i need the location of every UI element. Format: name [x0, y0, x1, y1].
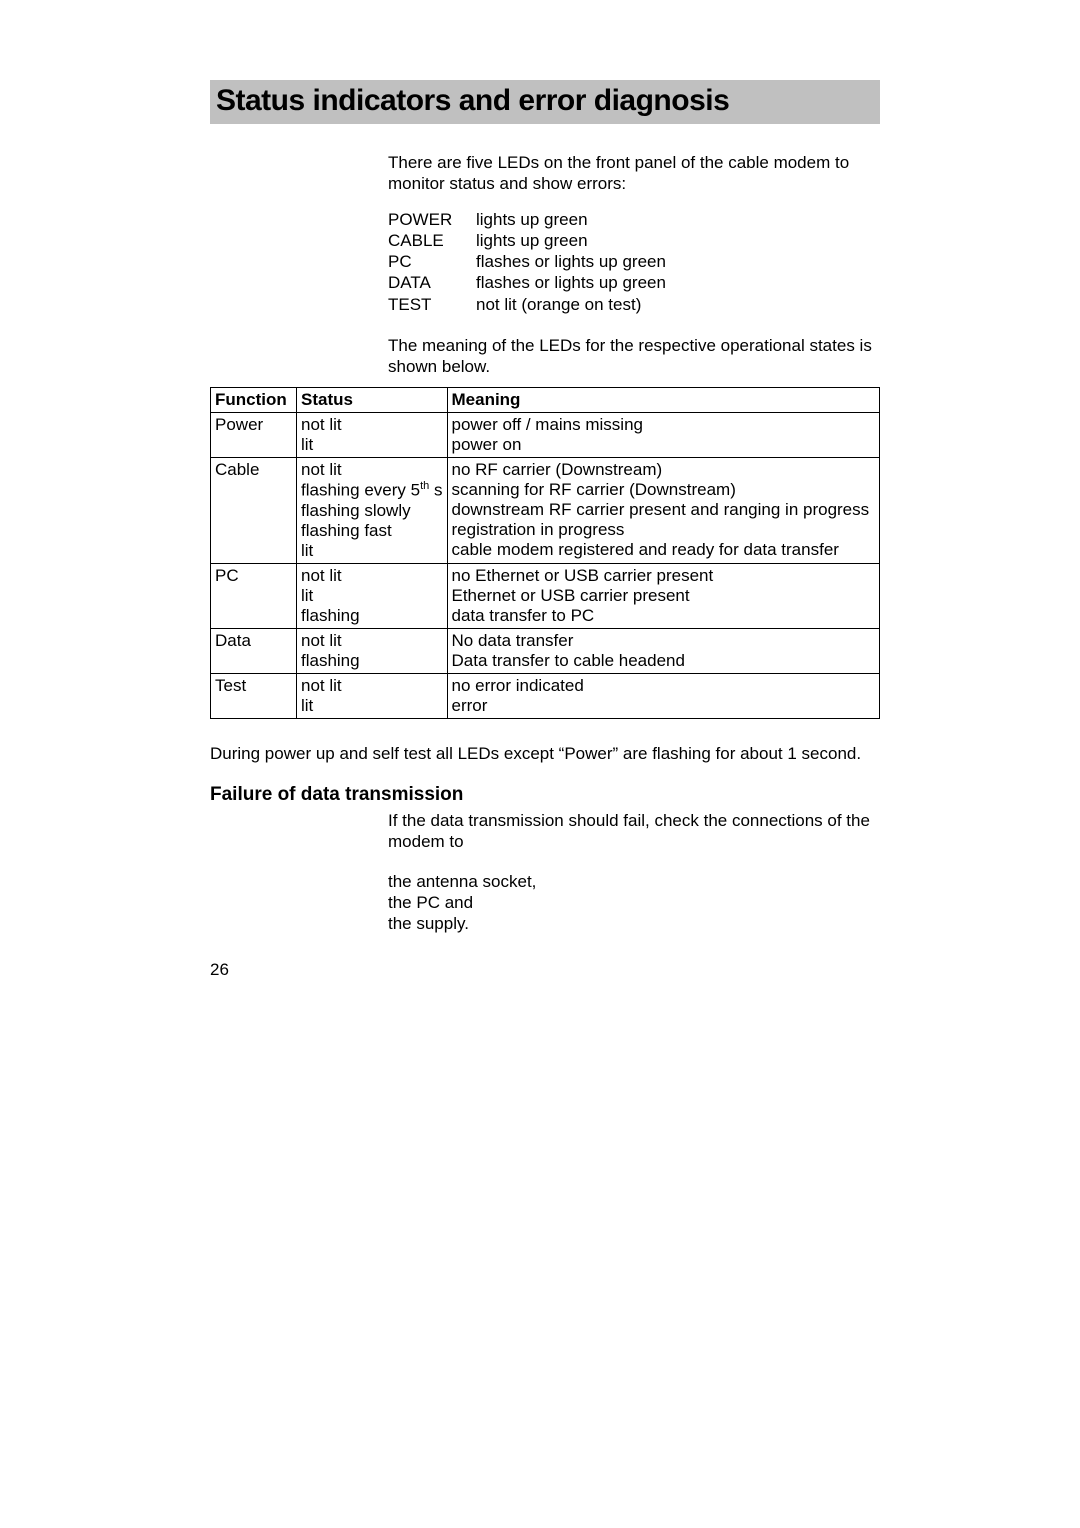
meaning-line: registration in progress [452, 520, 876, 540]
page-heading: Status indicators and error diagnosis [216, 84, 874, 118]
led-desc: lights up green [476, 209, 588, 230]
cell-status: not litlit [297, 413, 448, 458]
status-table: Function Status Meaning Powernot litlitp… [210, 387, 880, 719]
led-row: DATAflashes or lights up green [388, 272, 880, 293]
meaning-line: No data transfer [452, 631, 876, 651]
status-line: not lit [301, 460, 443, 480]
table-row: PCnot litlitflashingno Ethernet or USB c… [211, 563, 880, 628]
status-line: not lit [301, 631, 443, 651]
cell-meaning: no RF carrier (Downstream)scanning for R… [447, 458, 880, 564]
table-header-row: Function Status Meaning [211, 388, 880, 413]
cell-function: Power [211, 413, 297, 458]
status-line: flashing every 5th s [301, 480, 443, 501]
status-line: lit [301, 696, 443, 716]
meaning-line: power off / mains missing [452, 415, 876, 435]
check-item: the supply. [388, 913, 880, 934]
cell-status: not litlit [297, 673, 448, 718]
led-label: TEST [388, 294, 476, 315]
led-label: PC [388, 251, 476, 272]
cell-status: not litflashing [297, 628, 448, 673]
meaning-line: cable modem registered and ready for dat… [452, 540, 876, 560]
table-row: Cablenot litflashing every 5th sflashing… [211, 458, 880, 564]
status-line: not lit [301, 566, 443, 586]
document-page: Status indicators and error diagnosis Th… [0, 0, 1080, 934]
led-desc: not lit (orange on test) [476, 294, 641, 315]
led-row: POWERlights up green [388, 209, 880, 230]
led-desc: lights up green [476, 230, 588, 251]
table-body: Powernot litlitpower off / mains missing… [211, 413, 880, 719]
status-line: flashing slowly [301, 501, 443, 521]
meaning-line: Data transfer to cable headend [452, 651, 876, 671]
meaning-line: power on [452, 435, 876, 455]
after-paragraph: During power up and self test all LEDs e… [210, 743, 880, 764]
led-desc: flashes or lights up green [476, 272, 666, 293]
meaning-line: error [452, 696, 876, 716]
status-line: lit [301, 541, 443, 561]
th-meaning: Meaning [447, 388, 880, 413]
meaning-line: Ethernet or USB carrier present [452, 586, 876, 606]
table-row: Powernot litlitpower off / mains missing… [211, 413, 880, 458]
led-row: TESTnot lit (orange on test) [388, 294, 880, 315]
intro-paragraph: There are five LEDs on the front panel o… [388, 152, 880, 195]
cell-function: Data [211, 628, 297, 673]
status-line: flashing [301, 651, 443, 671]
cell-status: not litflashing every 5th sflashing slow… [297, 458, 448, 564]
th-status: Status [297, 388, 448, 413]
status-line: not lit [301, 415, 443, 435]
status-line: flashing [301, 606, 443, 626]
led-list: POWERlights up greenCABLElights up green… [388, 209, 880, 315]
led-row: CABLElights up green [388, 230, 880, 251]
check-item: the antenna socket, [388, 871, 880, 892]
check-item: the PC and [388, 892, 880, 913]
sub-body-paragraph: If the data transmission should fail, ch… [388, 810, 880, 853]
cell-status: not litlitflashing [297, 563, 448, 628]
status-line: flashing fast [301, 521, 443, 541]
status-line: lit [301, 586, 443, 606]
meaning-line: no error indicated [452, 676, 876, 696]
page-number: 26 [210, 960, 229, 980]
led-desc: flashes or lights up green [476, 251, 666, 272]
heading-bar: Status indicators and error diagnosis [210, 80, 880, 124]
led-label: CABLE [388, 230, 476, 251]
meaning-line: downstream RF carrier present and rangin… [452, 500, 876, 520]
led-label: DATA [388, 272, 476, 293]
meaning-line: no RF carrier (Downstream) [452, 460, 876, 480]
led-row: PCflashes or lights up green [388, 251, 880, 272]
table-row: Datanot litflashingNo data transferData … [211, 628, 880, 673]
th-function: Function [211, 388, 297, 413]
cell-function: Cable [211, 458, 297, 564]
status-line: not lit [301, 676, 443, 696]
cell-function: PC [211, 563, 297, 628]
subheading: Failure of data transmission [210, 784, 880, 806]
cell-meaning: no Ethernet or USB carrier presentEthern… [447, 563, 880, 628]
meaning-line: scanning for RF carrier (Downstream) [452, 480, 876, 500]
cell-meaning: No data transferData transfer to cable h… [447, 628, 880, 673]
cell-function: Test [211, 673, 297, 718]
table-row: Testnot litlitno error indicatederror [211, 673, 880, 718]
status-line: lit [301, 435, 443, 455]
check-list: the antenna socket,the PC andthe supply. [388, 871, 880, 935]
meaning-line: data transfer to PC [452, 606, 876, 626]
led-label: POWER [388, 209, 476, 230]
cell-meaning: power off / mains missingpower on [447, 413, 880, 458]
meaning-line: no Ethernet or USB carrier present [452, 566, 876, 586]
cell-meaning: no error indicatederror [447, 673, 880, 718]
middle-paragraph: The meaning of the LEDs for the respecti… [388, 335, 880, 378]
